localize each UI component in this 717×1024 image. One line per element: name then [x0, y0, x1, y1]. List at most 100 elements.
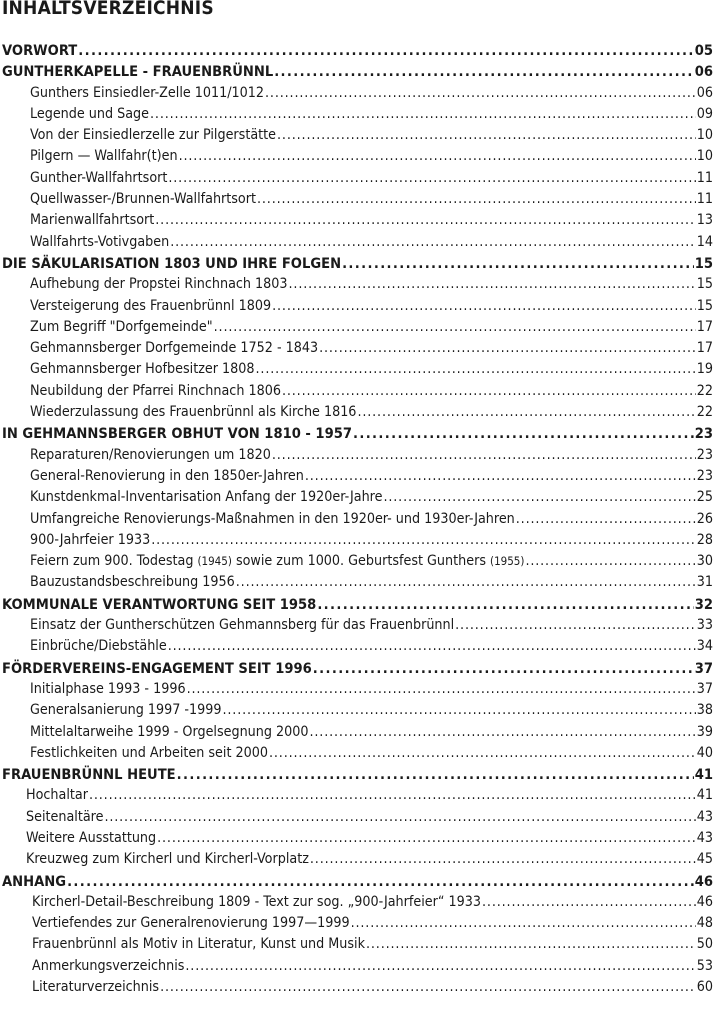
- toc-entry[interactable]: 900-Jahrfeier 1933 28: [2, 530, 713, 551]
- dot-leader: [272, 445, 696, 466]
- entry-title: VORWORT: [2, 42, 78, 59]
- toc-entry[interactable]: Gunther-Wallfahrtsort 11: [2, 168, 713, 189]
- entry-title: General-Renovierung in den 1850er-Jahren: [30, 467, 304, 484]
- toc-section[interactable]: IN GEHMANNSBERGER OBHUT VON 1810 - 1957 2…: [2, 423, 713, 444]
- toc-section[interactable]: FÖRDERVEREINS-ENGAGEMENT SEIT 1996 37: [2, 658, 713, 679]
- entry-title: Einbrüche/Diebstähle: [30, 638, 167, 655]
- dot-leader: [187, 679, 696, 700]
- toc-section[interactable]: DIE SÄKULARISATION 1803 UND IHRE FOLGEN 1…: [2, 253, 713, 274]
- page-number: 15: [696, 276, 713, 293]
- dot-leader: [516, 509, 696, 530]
- page-number: 46: [696, 893, 713, 910]
- dot-leader: [310, 722, 696, 743]
- dot-leader: [289, 274, 696, 295]
- toc-entry[interactable]: Initialphase 1993 - 1996 37: [2, 679, 713, 700]
- entry-title: Aufhebung der Propstei Rinchnach 1803: [30, 276, 288, 293]
- entry-title: KOMMUNALE VERANTWORTUNG SEIT 1958: [2, 595, 317, 613]
- dot-leader: [179, 146, 696, 167]
- toc-entry[interactable]: Einbrüche/Diebstähle 34: [2, 636, 713, 657]
- toc-entry[interactable]: Hochaltar 41: [2, 785, 713, 806]
- toc-entry[interactable]: Generalsanierung 1997 -1999 38: [2, 700, 713, 721]
- entry-title: Gehmannsberger Hofbesitzer 1808: [30, 361, 255, 378]
- toc-section[interactable]: GUNTHERKAPELLE - FRAUENBRÜNNL 06: [2, 61, 713, 82]
- toc-entry[interactable]: Umfangreiche Renovierungs-Maßnahmen in d…: [2, 509, 713, 530]
- page-number: 28: [696, 531, 713, 548]
- dot-leader: [168, 636, 696, 657]
- toc-entry[interactable]: Gehmannsberger Dorfgemeinde 1752 - 1843 1…: [2, 338, 713, 359]
- toc-section[interactable]: FRAUENBRÜNNL HEUTE 41: [2, 764, 713, 785]
- page-number: 25: [696, 489, 713, 506]
- toc-entry[interactable]: Wallfahrts-Votivgaben 14: [2, 232, 713, 253]
- dot-leader: [104, 807, 695, 828]
- toc-entry[interactable]: Weitere Ausstattung 43: [2, 828, 713, 849]
- page-number: 37: [696, 680, 713, 697]
- dot-leader: [310, 849, 696, 870]
- dot-leader: [78, 40, 693, 61]
- dot-leader: [155, 210, 695, 231]
- dot-leader: [313, 658, 694, 679]
- dot-leader: [366, 934, 696, 955]
- toc-entry[interactable]: Wiederzulassung des Frauenbrünnl als Kir…: [2, 402, 713, 423]
- page-number: 06: [696, 84, 713, 101]
- toc-entry[interactable]: Kunstdenkmal-Inventarisation Anfang der …: [2, 487, 713, 508]
- toc-section[interactable]: KOMMUNALE VERANTWORTUNG SEIT 1958 32: [2, 594, 713, 615]
- toc-entry[interactable]: Zum Begriff "Dorfgemeinde" 17: [2, 317, 713, 338]
- toc-entry[interactable]: Kircherl-Detail-Beschreibung 1809 - Text…: [2, 892, 713, 913]
- entry-title: Von der Einsiedlerzelle zur Pilgerstätte: [30, 127, 277, 144]
- toc-entry[interactable]: Seitenaltäre 43: [2, 807, 713, 828]
- toc-entry[interactable]: Marienwallfahrtsort 13: [2, 210, 713, 231]
- toc-entry[interactable]: Reparaturen/Renovierungen um 1820 23: [2, 445, 713, 466]
- toc-entry[interactable]: Versteigerung des Frauenbrünnl 1809 15: [2, 296, 713, 317]
- toc-entry[interactable]: Pilgern — Wallfahr(t)en 10: [2, 146, 713, 167]
- entry-title: Legende und Sage: [30, 105, 150, 122]
- page-number: 17: [696, 318, 713, 335]
- page-number: 26: [696, 510, 713, 527]
- entry-title: Initialphase 1993 - 1996: [30, 680, 186, 697]
- toc-entry[interactable]: Anmerkungsverzeichnis 53: [2, 956, 713, 977]
- dot-leader: [67, 871, 694, 892]
- toc-entry[interactable]: Literaturverzeichnis 60: [2, 977, 713, 998]
- dot-leader: [257, 189, 696, 210]
- page-number: 19: [696, 361, 713, 378]
- entry-title: Weitere Ausstattung: [26, 829, 157, 846]
- toc-entry[interactable]: Frauenbrünnl als Motiv in Literatur, Kun…: [2, 934, 713, 955]
- page-number: 23: [696, 467, 713, 484]
- entry-title: Quellwasser-/Brunnen-Wallfahrtsort: [30, 191, 256, 208]
- toc-entry[interactable]: Einsatz der Guntherschützen Gehmannsberg…: [2, 615, 713, 636]
- entry-title: Festlichkeiten und Arbeiten seit 2000: [30, 744, 268, 761]
- entry-title: Literaturverzeichnis: [32, 979, 160, 996]
- page-number: 15: [696, 297, 713, 314]
- page-number: 41: [696, 787, 713, 804]
- toc-entry[interactable]: Aufhebung der Propstei Rinchnach 1803 15: [2, 274, 713, 295]
- page-number: 46: [694, 872, 713, 890]
- entry-title: 900-Jahrfeier 1933: [30, 531, 151, 548]
- entry-title: Feiern zum 900. Todestag (1945) sowie zu…: [30, 553, 525, 570]
- dot-leader: [319, 338, 696, 359]
- toc-entry[interactable]: Quellwasser-/Brunnen-Wallfahrtsort 11: [2, 189, 713, 210]
- toc-entry[interactable]: Kreuzweg zum Kircherl und Kircherl-Vorpl…: [2, 849, 713, 870]
- toc-entry[interactable]: Mittelaltarweihe 1999 - Orgelsegnung 200…: [2, 722, 713, 743]
- toc-entry[interactable]: Feiern zum 900. Todestag (1945) sowie zu…: [2, 551, 713, 572]
- dot-leader: [274, 61, 694, 82]
- toc-entry[interactable]: Gunthers Einsiedler-Zelle 1011/1012 06: [2, 83, 713, 104]
- toc-entry[interactable]: Legende und Sage 09: [2, 104, 713, 125]
- entry-title: Gehmannsberger Dorfgemeinde 1752 - 1843: [30, 340, 319, 357]
- page-number: 50: [696, 936, 713, 953]
- toc-entry[interactable]: Festlichkeiten und Arbeiten seit 2000 40: [2, 743, 713, 764]
- toc-entry[interactable]: General-Renovierung in den 1850er-Jahren…: [2, 466, 713, 487]
- entry-title: Kircherl-Detail-Beschreibung 1809 - Text…: [32, 893, 482, 910]
- dot-leader: [353, 423, 694, 444]
- toc-section[interactable]: ANHANG 46: [2, 871, 713, 892]
- toc-entry[interactable]: Von der Einsiedlerzelle zur Pilgerstätte…: [2, 125, 713, 146]
- toc-entry[interactable]: Gehmannsberger Hofbesitzer 1808 19: [2, 359, 713, 380]
- toc-entry[interactable]: Vertiefendes zur Generalrenovierung 1997…: [2, 913, 713, 934]
- entry-title: Anmerkungsverzeichnis: [32, 957, 185, 974]
- toc-entry[interactable]: Bauzustandsbeschreibung 1956 31: [2, 572, 713, 593]
- page-number: 37: [694, 659, 713, 677]
- toc-entry[interactable]: Neubildung der Pfarrei Rinchnach 1806 22: [2, 381, 713, 402]
- entry-title: Neubildung der Pfarrei Rinchnach 1806: [30, 382, 281, 399]
- page-number: 11: [696, 191, 713, 208]
- dot-leader: [455, 615, 696, 636]
- entry-title: Vertiefendes zur Generalrenovierung 1997…: [32, 915, 350, 932]
- toc-section[interactable]: VORWORT 05: [2, 40, 713, 61]
